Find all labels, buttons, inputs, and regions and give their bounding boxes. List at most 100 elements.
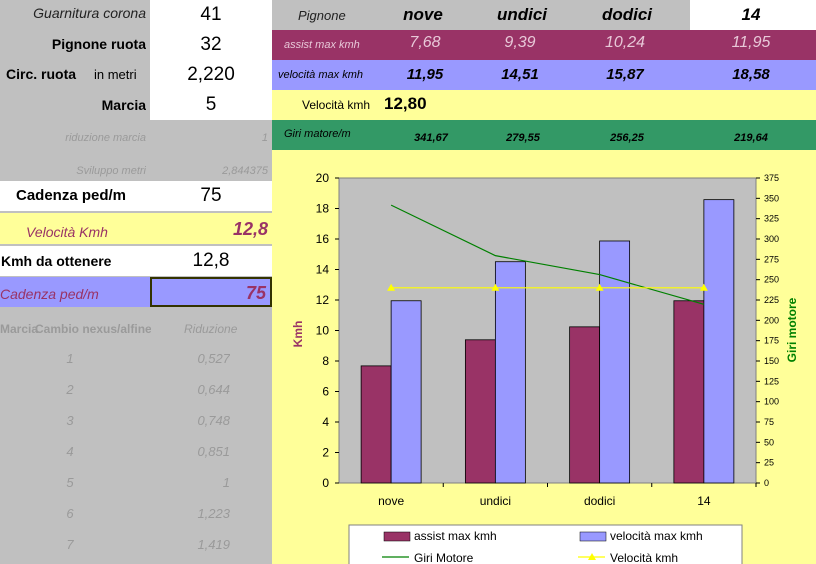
circ-ruota-label: Circ. ruota	[6, 66, 77, 82]
kmh-da-ottenere-value[interactable]: 12,8	[150, 246, 272, 276]
y2-tick-label: 125	[764, 376, 779, 386]
table-header-riduzione: Riduzione	[184, 322, 238, 336]
assist-val-1: 7,68	[409, 34, 441, 51]
y-tick-label: 20	[316, 171, 330, 185]
velocita-max-label: velocità max kmh	[278, 69, 363, 81]
guarnitura-label: Guarnitura corona	[33, 5, 146, 21]
y-tick-label: 10	[316, 324, 330, 338]
col-header-nove: nove	[403, 5, 443, 24]
y-tick-label: 8	[322, 354, 329, 368]
gear-number: 3	[66, 413, 74, 428]
legend-swatch-assist	[383, 531, 411, 542]
bar-velocita-max	[494, 261, 526, 484]
velocita-kmh-label: Velocità Kmh	[26, 224, 108, 240]
y-tick-label: 12	[316, 293, 330, 307]
vel-val-3: 15,87	[606, 66, 644, 83]
pignone-ruota-label: Pignone ruota	[51, 36, 146, 52]
y2-tick-label: 50	[764, 437, 774, 447]
gear-number: 4	[66, 444, 74, 459]
y2-tick-label: 300	[764, 234, 779, 244]
bar-assist	[360, 365, 392, 484]
legend-label-velocita-max: velocità max kmh	[610, 529, 703, 543]
line-marker-triangle	[387, 283, 396, 291]
y2-axis-label: Giri motore	[785, 297, 799, 362]
gear-reduction: 1,223	[197, 506, 230, 521]
guarnitura-value[interactable]: 41	[150, 0, 272, 30]
pignone-header-label: Pignone	[298, 8, 346, 23]
y2-tick-label: 200	[764, 315, 779, 325]
y-axis-label: Kmh	[291, 321, 305, 348]
line-marker-triangle	[595, 283, 604, 291]
vel-val-2: 14,51	[501, 66, 539, 83]
x-tick-label: undici	[480, 494, 511, 508]
bar-velocita-max	[599, 240, 631, 484]
velocita-kmh-row-value: 12,80	[384, 94, 427, 113]
y-tick-label: 0	[322, 476, 329, 490]
line-marker-triangle	[699, 283, 708, 291]
x-tick-label: dodici	[584, 494, 615, 508]
cadenza-value[interactable]: 75	[150, 181, 272, 211]
giri-val-1: 341,67	[414, 132, 448, 144]
y2-tick-label: 350	[764, 193, 779, 203]
legend-swatch-velocita-max	[579, 531, 607, 542]
riduzione-marcia-label: riduzione marcia	[65, 132, 146, 144]
y2-tick-label: 175	[764, 336, 779, 346]
assist-val-2: 9,39	[504, 34, 536, 51]
kmh-da-ottenere-label: Kmh da ottenere	[0, 246, 150, 276]
y2-tick-label: 150	[764, 356, 779, 366]
cadenza-label: Cadenza ped/m	[0, 181, 150, 211]
legend-label-giri: Giri Motore	[414, 551, 474, 564]
col-header-undici: undici	[496, 5, 548, 24]
col-header-14: 14	[741, 5, 761, 24]
circ-ruota-value[interactable]: 2,220	[150, 60, 272, 90]
x-tick-label: 14	[697, 494, 711, 508]
legend-box	[348, 524, 743, 564]
gear-reduction: 0,644	[197, 382, 230, 397]
table-header-marcia: Marcia	[0, 322, 39, 336]
circ-ruota-unit: in metri	[94, 67, 137, 82]
table-header-cambio: Cambio nexus/alfine	[35, 322, 151, 336]
assist-max-label: assist max kmh	[284, 39, 360, 51]
marcia-value[interactable]: 5	[150, 90, 272, 120]
y-tick-label: 2	[322, 446, 329, 460]
sviluppo-metri-value: 2,844375	[222, 165, 268, 177]
assist-val-3: 10,24	[604, 34, 646, 51]
line-marker-triangle	[491, 283, 500, 291]
y2-tick-label: 325	[764, 214, 779, 224]
y2-tick-label: 275	[764, 254, 779, 264]
pignone-ruota-value[interactable]: 32	[150, 30, 272, 60]
riduzione-marcia-value: 1	[261, 132, 268, 144]
y2-tick-label: 25	[764, 458, 774, 468]
chart-legend: assist max kmh velocità max kmh Giri Mot…	[348, 524, 743, 564]
cadenza-result-label: Cadenza ped/m	[0, 286, 99, 302]
y2-tick-label: 75	[764, 417, 774, 427]
y-tick-label: 16	[316, 232, 330, 246]
x-tick-label: nove	[378, 494, 404, 508]
line-giri-motore	[390, 204, 705, 305]
assist-val-4: 11,95	[731, 34, 771, 51]
chart-area[interactable]: 0 2 4 6 8 10 12 14 16 18 20 0 25 50 75 100 125 150 175 200…	[272, 150, 816, 564]
marcia-label: Marcia	[101, 97, 146, 113]
col-header-dodici: dodici	[601, 5, 653, 24]
legend-marker-velocita	[588, 553, 596, 560]
gear-reduction: 1	[222, 475, 230, 490]
gear-number: 2	[66, 382, 74, 397]
combo-chart: 0 2 4 6 8 10 12 14 16 18 20 0 25 50 75 100 125 150 175 200…	[291, 171, 799, 564]
cadenza-result-value[interactable]: 75	[150, 277, 272, 307]
gear-reduction: 0,748	[197, 413, 230, 428]
gear-reduction: 0,527	[197, 351, 230, 366]
sviluppo-metri-label: Sviluppo metri	[76, 165, 146, 177]
y2-tick-label: 250	[764, 275, 779, 285]
bar-assist	[464, 339, 496, 484]
gear-number: 5	[66, 475, 74, 490]
velocita-kmh-value: 12,8	[232, 219, 268, 239]
gear-reduction: 0,851	[197, 444, 230, 459]
giri-val-4: 219,64	[734, 132, 768, 144]
vel-val-1: 11,95	[406, 66, 444, 83]
legend-label-velocita: Velocità kmh	[610, 551, 678, 564]
y-tick-label: 14	[316, 263, 330, 277]
y-tick-label: 6	[322, 385, 329, 399]
velocita-kmh-row-label: Velocità kmh	[302, 98, 371, 112]
y2-tick-label: 375	[764, 173, 779, 183]
gear-number: 6	[66, 506, 74, 521]
